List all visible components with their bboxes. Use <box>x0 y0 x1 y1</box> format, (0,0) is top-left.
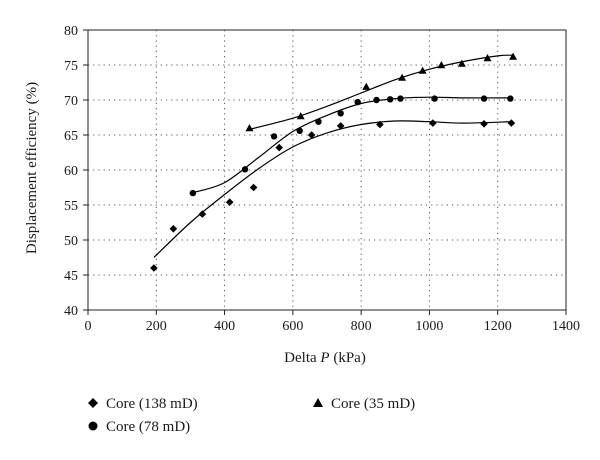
data-point-circle <box>241 166 249 173</box>
data-point-diamond <box>507 119 516 127</box>
y-tick-label: 45 <box>64 269 78 284</box>
legend-item-core-78: Core (78 mD) <box>88 419 190 435</box>
legend-item-core-35: Core (35 mD) <box>313 396 415 412</box>
data-point-circle <box>431 95 438 102</box>
x-tick-label: 800 <box>351 319 372 334</box>
data-point-diamond <box>249 183 258 192</box>
trend-line-series-1 <box>193 96 511 193</box>
x-tick-label: 1200 <box>484 319 512 334</box>
data-point-circle <box>397 95 404 102</box>
y-tick-label: 60 <box>64 164 78 179</box>
data-point-triangle <box>245 124 254 132</box>
data-point-diamond <box>480 120 488 128</box>
y-tick-labels: 40 45 50 55 60 65 70 75 80 <box>64 24 88 319</box>
x-tick-labels: 0 200 400 600 800 1000 1200 1400 <box>85 310 580 334</box>
data-point-circle <box>189 189 197 197</box>
data-point-circle <box>354 98 361 106</box>
data-point-triangle <box>457 59 466 67</box>
legend-circle-icon <box>88 421 98 431</box>
data-point-diamond <box>376 120 384 129</box>
data-point-triangle <box>483 54 492 62</box>
data-point-diamond <box>275 143 283 152</box>
x-tick-label: 400 <box>214 319 235 334</box>
legend: Core (138 mD) Core (35 mD) Core (78 mD) <box>88 396 415 435</box>
grid <box>88 30 566 310</box>
y-tick-label: 75 <box>64 59 78 74</box>
x-tick-label: 600 <box>282 319 303 334</box>
legend-triangle-icon <box>313 398 323 407</box>
data-point-circle <box>296 127 303 134</box>
data-point-diamond <box>307 131 316 139</box>
legend-label-core-78: Core (78 mD) <box>106 419 190 435</box>
data-point-diamond <box>169 225 178 233</box>
y-tick-label: 65 <box>64 129 78 144</box>
data-point-triangle <box>418 66 427 74</box>
trend-line-series-0 <box>153 120 512 258</box>
legend-item-core-138: Core (138 mD) <box>88 396 198 412</box>
data-point-diamond <box>150 264 158 272</box>
data-point-triangle <box>509 52 518 60</box>
legend-diamond-icon <box>88 398 98 408</box>
data-points <box>150 52 518 272</box>
y-tick-label: 55 <box>64 199 78 214</box>
data-point-circle <box>270 133 278 140</box>
y-tick-label: 40 <box>64 304 78 319</box>
x-tick-label: 0 <box>85 319 92 334</box>
y-tick-label: 80 <box>64 24 78 39</box>
data-point-circle <box>373 96 380 104</box>
data-point-diamond <box>429 119 437 127</box>
data-point-circle <box>337 110 344 117</box>
x-tick-label: 200 <box>146 319 167 334</box>
legend-label-core-138: Core (138 mD) <box>106 396 198 412</box>
data-point-triangle <box>296 112 305 120</box>
data-point-circle <box>507 95 514 102</box>
data-point-diamond <box>336 122 345 130</box>
x-axis-title: Delta P (kPa) <box>284 350 366 366</box>
trend-line-series-2 <box>249 54 514 130</box>
data-point-circle <box>386 96 394 103</box>
data-point-circle <box>480 95 488 102</box>
x-tick-label: 1400 <box>552 319 580 334</box>
data-point-diamond <box>225 198 234 206</box>
data-point-triangle <box>437 61 446 69</box>
y-tick-label: 50 <box>64 234 78 249</box>
trend-lines <box>153 54 514 258</box>
legend-label-core-35: Core (35 mD) <box>331 396 415 412</box>
y-axis-title: Displacement efficiency (%) <box>24 82 40 254</box>
data-point-triangle <box>398 73 407 81</box>
data-point-triangle <box>362 82 371 90</box>
y-tick-label: 70 <box>64 94 78 109</box>
data-point-circle <box>315 118 322 125</box>
x-tick-label: 1000 <box>415 319 443 334</box>
data-point-diamond <box>198 210 207 218</box>
